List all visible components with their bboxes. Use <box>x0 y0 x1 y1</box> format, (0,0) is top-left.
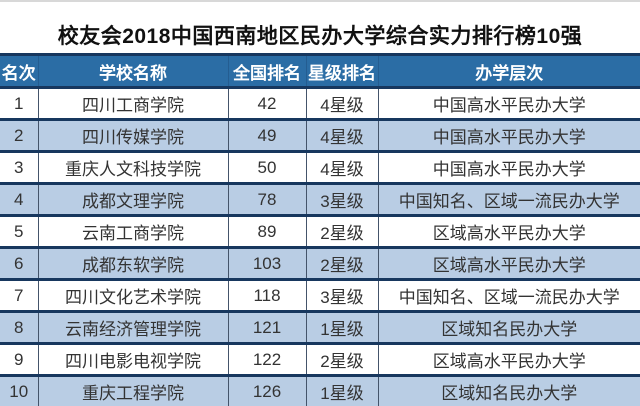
cell-national-rank: 126 <box>227 375 306 406</box>
header-star-rating: 星级排名 <box>305 53 378 89</box>
cell-school-name: 四川工商学院 <box>37 87 228 121</box>
cell-star-rating: 2星级 <box>305 215 378 249</box>
table-row: 1 四川工商学院 42 4星级 中国高水平民办大学 <box>0 87 640 121</box>
cell-rank: 2 <box>0 119 38 153</box>
cell-rank: 9 <box>0 343 38 377</box>
table-row: 8 云南经济管理学院 121 1星级 区域知名民办大学 <box>0 311 640 345</box>
table-row: 5 云南工商学院 89 2星级 区域高水平民办大学 <box>0 215 640 249</box>
cell-school-name: 云南经济管理学院 <box>37 311 228 345</box>
cell-school-name: 四川电影电视学院 <box>37 343 228 377</box>
cell-school-name: 重庆人文科技学院 <box>37 151 228 185</box>
cell-education-level: 区域高水平民办大学 <box>377 215 640 249</box>
table-row: 3 重庆人文科技学院 50 4星级 中国高水平民办大学 <box>0 151 640 185</box>
table-row: 7 四川文化艺术学院 118 3星级 中国知名、区域一流民办大学 <box>0 279 640 313</box>
cell-education-level: 区域高水平民办大学 <box>377 343 640 377</box>
cell-star-rating: 2星级 <box>305 343 378 377</box>
cell-rank: 7 <box>0 279 38 313</box>
cell-rank: 6 <box>0 247 38 281</box>
header-school-name: 学校名称 <box>37 53 228 89</box>
header-row: 名次 学校名称 全国排名 星级排名 办学层次 <box>0 53 640 89</box>
cell-school-name: 云南工商学院 <box>37 215 228 249</box>
table-body: 1 四川工商学院 42 4星级 中国高水平民办大学 2 四川传媒学院 49 4星级 中国高水平民办… <box>0 87 640 406</box>
cell-national-rank: 121 <box>227 311 306 345</box>
cell-rank: 5 <box>0 215 38 249</box>
cell-star-rating: 1星级 <box>305 311 378 345</box>
cell-star-rating: 3星级 <box>305 279 378 313</box>
cell-national-rank: 50 <box>227 151 306 185</box>
cell-rank: 4 <box>0 183 38 217</box>
cell-school-name: 成都文理学院 <box>37 183 228 217</box>
cell-rank: 1 <box>0 87 38 121</box>
cell-star-rating: 4星级 <box>305 151 378 185</box>
cell-rank: 3 <box>0 151 38 185</box>
cell-rank: 10 <box>0 375 38 406</box>
cell-education-level: 中国知名、区域一流民办大学 <box>377 279 640 313</box>
cell-star-rating: 4星级 <box>305 119 378 153</box>
table-row: 2 四川传媒学院 49 4星级 中国高水平民办大学 <box>0 119 640 153</box>
header-education-level: 办学层次 <box>377 53 640 89</box>
cell-school-name: 成都东软学院 <box>37 247 228 281</box>
cell-school-name: 四川传媒学院 <box>37 119 228 153</box>
cell-national-rank: 118 <box>227 279 306 313</box>
table-row: 9 四川电影电视学院 122 2星级 区域高水平民办大学 <box>0 343 640 377</box>
cell-star-rating: 2星级 <box>305 247 378 281</box>
cell-education-level: 区域知名民办大学 <box>377 375 640 406</box>
cell-national-rank: 78 <box>227 183 306 217</box>
page-title: 校友会2018中国西南地区民办大学综合实力排行榜10强 <box>57 25 583 48</box>
cell-school-name: 四川文化艺术学院 <box>37 279 228 313</box>
cell-national-rank: 42 <box>227 87 306 121</box>
cell-star-rating: 3星级 <box>305 183 378 217</box>
cell-rank: 8 <box>0 311 38 345</box>
cell-star-rating: 4星级 <box>305 87 378 121</box>
cell-star-rating: 1星级 <box>305 375 378 406</box>
table-row: 10 重庆工程学院 126 1星级 区域知名民办大学 <box>0 375 640 406</box>
cell-education-level: 区域知名民办大学 <box>377 311 640 345</box>
cell-national-rank: 49 <box>227 119 306 153</box>
table-row: 4 成都文理学院 78 3星级 中国知名、区域一流民办大学 <box>0 183 640 217</box>
cell-education-level: 中国高水平民办大学 <box>377 87 640 121</box>
cell-education-level: 区域高水平民办大学 <box>377 247 640 281</box>
cell-national-rank: 103 <box>227 247 306 281</box>
cell-national-rank: 122 <box>227 343 306 377</box>
cell-education-level: 中国高水平民办大学 <box>377 119 640 153</box>
ranking-table: 名次 学校名称 全国排名 星级排名 办学层次 1 四川工商学院 42 4星级 中国高水平… <box>0 53 640 406</box>
header-national-rank: 全国排名 <box>227 53 306 89</box>
header-rank: 名次 <box>0 53 38 89</box>
cell-national-rank: 89 <box>227 215 306 249</box>
cell-education-level: 中国高水平民办大学 <box>377 151 640 185</box>
table-row: 6 成都东软学院 103 2星级 区域高水平民办大学 <box>0 247 640 281</box>
cell-education-level: 中国知名、区域一流民办大学 <box>377 183 640 217</box>
cell-school-name: 重庆工程学院 <box>37 375 228 406</box>
